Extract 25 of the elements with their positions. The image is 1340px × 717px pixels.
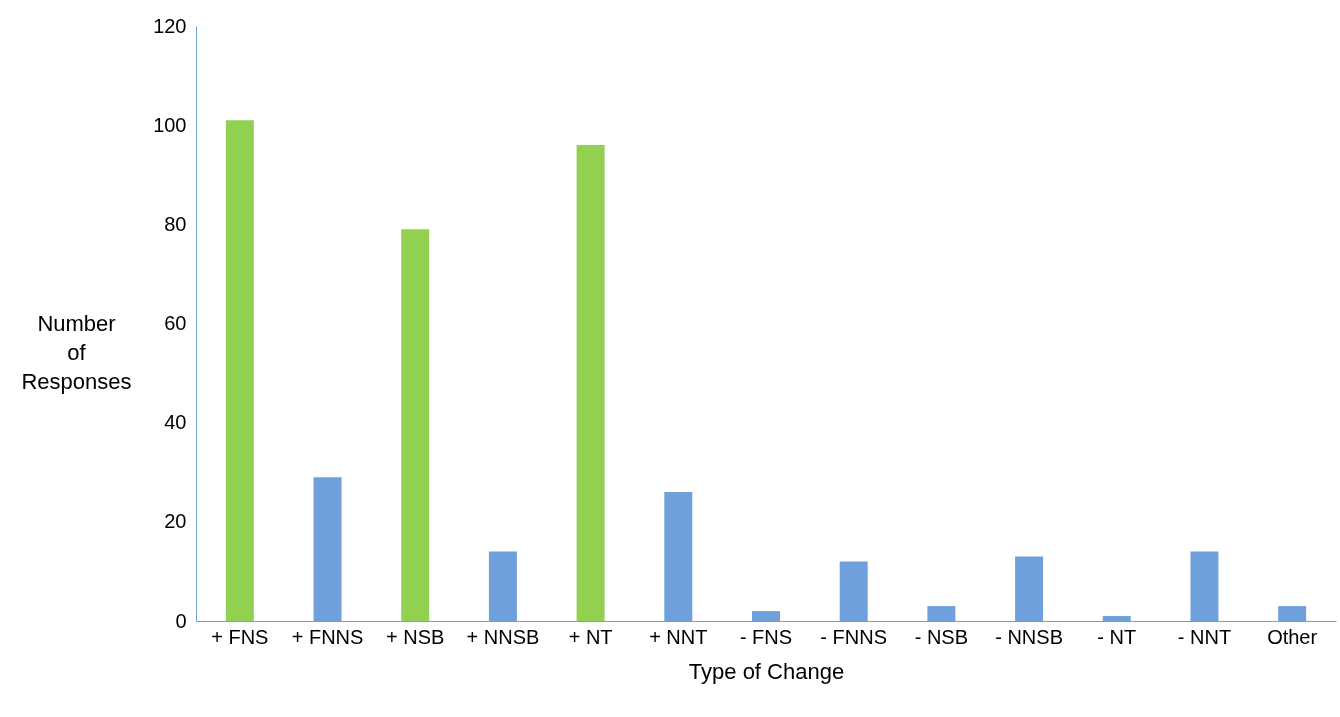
y-tick-label: 20 bbox=[164, 510, 187, 533]
x-axis-title: Type of Change bbox=[688, 658, 845, 684]
y-axis-title: Number of Responses bbox=[21, 310, 132, 394]
y-tick-label: 120 bbox=[153, 14, 187, 37]
y-tick-label: 40 bbox=[164, 411, 187, 434]
bar bbox=[401, 229, 430, 621]
x-tick-label: - NSB bbox=[914, 625, 969, 648]
y-tick-label: 80 bbox=[164, 212, 187, 235]
x-tick-label: - FNS bbox=[739, 625, 793, 648]
x-tick-label: - NNT bbox=[1177, 625, 1232, 648]
x-tick-label: - FNNS bbox=[820, 625, 888, 648]
x-tick-label: + NNT bbox=[649, 625, 708, 648]
x-tick-label: + NNSB bbox=[466, 625, 540, 648]
y-tick-label: 60 bbox=[164, 312, 187, 334]
x-tick-label: Other bbox=[1267, 625, 1318, 648]
x-tick-label: - NNSB bbox=[995, 625, 1063, 648]
x-tick-label: + NSB bbox=[386, 625, 445, 648]
x-tick-label: + FNS bbox=[211, 625, 269, 648]
y-tick-label: 100 bbox=[153, 113, 187, 136]
bar bbox=[225, 120, 254, 621]
x-tick-label: + NT bbox=[568, 625, 613, 648]
x-tick-label: - NT bbox=[1097, 625, 1137, 648]
x-tick-label: + FNNS bbox=[291, 625, 364, 648]
y-tick-label: 0 bbox=[175, 609, 187, 632]
bar bbox=[576, 145, 605, 621]
